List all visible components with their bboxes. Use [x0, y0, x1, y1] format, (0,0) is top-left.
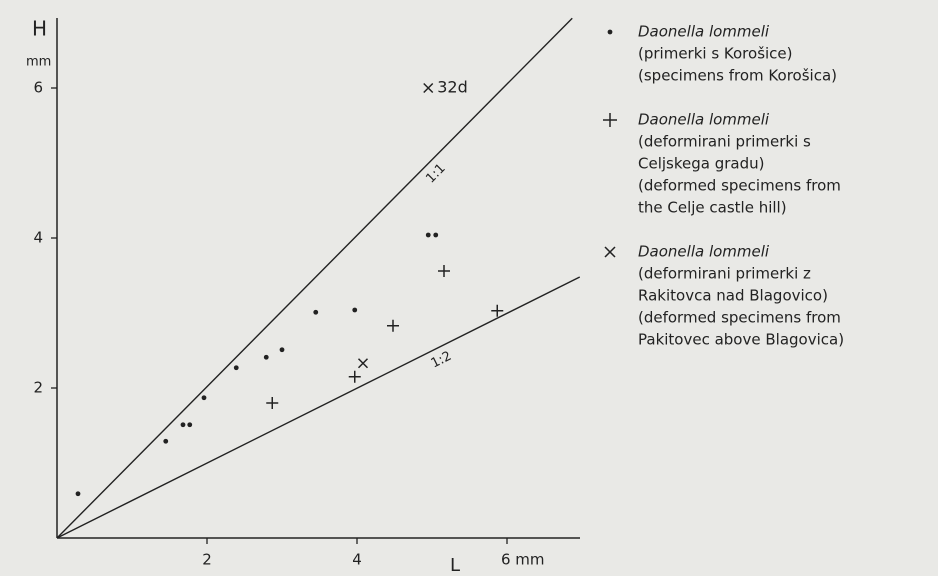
annotation: 32d — [437, 78, 468, 97]
data-point — [313, 309, 319, 315]
data-point — [387, 319, 399, 332]
legend-description: (deformirani primerki s — [638, 133, 811, 151]
data-point — [352, 307, 358, 313]
reference-line — [56, 276, 581, 539]
legend-entry: Daonella lommeli (deformirani primerki s C… — [603, 111, 841, 217]
legend-description: Celjskega gradu) — [638, 155, 764, 173]
legend-description: Pakitovec above Blagovica) — [638, 331, 844, 349]
legend-marker — [604, 246, 616, 258]
data-point — [438, 265, 450, 277]
x-tick-label: 4 — [352, 551, 362, 569]
y-tick-label: 4 — [33, 229, 43, 247]
legend-entry: Daonella lommeli (deformirani primerki z R… — [604, 243, 844, 349]
y-tick-label: 6 — [33, 79, 43, 97]
legend-name: Daonella lommeli — [638, 243, 770, 261]
data-point — [357, 358, 369, 369]
legend-description: Rakitovca nad Blagovico) — [638, 287, 828, 305]
data-point — [180, 422, 186, 428]
y-tick-label: 2 — [33, 379, 43, 397]
reference-line — [56, 17, 573, 539]
legend-description: (primerki s Korošice) — [638, 45, 793, 63]
legend-name: Daonella lommeli — [638, 111, 770, 129]
x-tick-label: 6 mm — [501, 551, 545, 569]
legend-description: (deformed specimens from — [638, 309, 841, 327]
data-point — [279, 347, 285, 353]
data-point — [263, 354, 269, 360]
legend-entry: Daonella lommeli (primerki s Korošice) (sp… — [607, 23, 837, 85]
data-point — [425, 232, 431, 238]
legend-description: (deformirani primerki z — [638, 265, 811, 283]
data-point — [433, 232, 439, 238]
data-point — [423, 82, 434, 94]
legend-name: Daonella lommeli — [638, 23, 770, 41]
data-point — [233, 365, 239, 371]
legend-marker — [607, 29, 613, 35]
data-point — [163, 438, 169, 444]
y-axis-label: H — [32, 17, 47, 41]
x-axis-label: L — [450, 555, 460, 576]
data-point — [348, 370, 361, 383]
y-axis-unit: mm — [26, 55, 51, 70]
data-point — [491, 304, 504, 317]
legend-description: the Celje castle hill) — [638, 199, 787, 217]
data-point — [201, 395, 207, 401]
legend-description: (specimens from Korošica) — [638, 67, 837, 85]
x-tick-label: 2 — [202, 551, 212, 569]
data-point — [187, 422, 193, 428]
legend-description: (deformed specimens from — [638, 177, 841, 195]
data-point — [75, 491, 81, 497]
legend-marker — [603, 113, 617, 127]
data-point — [266, 397, 279, 409]
